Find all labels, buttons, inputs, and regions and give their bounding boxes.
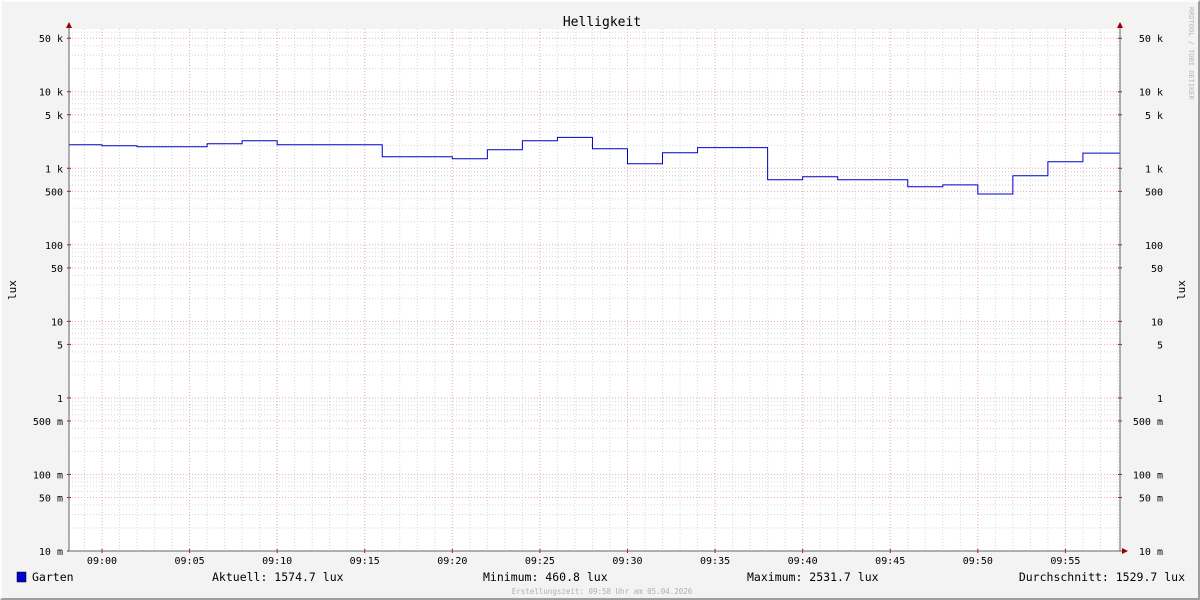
y-axis-arrow-left [66, 22, 72, 28]
y-tick-label-right: 1 [1157, 394, 1163, 405]
y-axis-label-left: lux [6, 280, 19, 300]
y-tick-label-right: 50 k [1139, 34, 1163, 45]
chart-title: Helligkeit [563, 15, 641, 30]
x-tick-label: 09:20 [437, 556, 467, 567]
legend-series-name: Garten [32, 570, 74, 584]
y-tick-label-left: 500 m [33, 417, 63, 428]
y-tick-label-left: 50 m [39, 493, 63, 504]
x-tick-label: 09:10 [262, 556, 292, 567]
y-tick-label-right: 100 m [1133, 470, 1163, 481]
legend-average: Durchschnitt: 1529.7 lux [1019, 570, 1185, 584]
y-tick-label-left: 10 k [39, 88, 63, 99]
x-tick-label: 09:40 [788, 556, 818, 567]
y-tick-label-left: 50 k [39, 34, 63, 45]
y-tick-label-left: 10 [51, 317, 63, 328]
legend-swatch [16, 571, 27, 583]
y-tick-label-left: 1 [57, 394, 63, 405]
y-tick-label-right: 10 m [1139, 547, 1163, 558]
x-tick-label: 09:50 [963, 556, 993, 567]
y-tick-label-left: 5 [57, 340, 63, 351]
x-tick-label: 09:15 [350, 556, 380, 567]
y-tick-label-right: 50 [1151, 264, 1163, 275]
y-tick-label-right: 5 k [1145, 111, 1163, 122]
x-tick-label: 09:25 [525, 556, 555, 567]
x-tick-label: 09:35 [700, 556, 730, 567]
y-tick-label-right: 1 k [1145, 164, 1163, 175]
y-tick-label-left: 100 m [33, 470, 63, 481]
legend-minimum: Minimum: 460.8 lux [483, 570, 608, 584]
x-tick-label: 09:30 [612, 556, 642, 567]
y-tick-label-right: 5 [1157, 340, 1163, 351]
x-tick-label: 09:00 [87, 556, 117, 567]
y-tick-label-right: 10 [1151, 317, 1163, 328]
y-axis-label-right: lux [1175, 280, 1188, 300]
y-axis-arrow-right [1117, 22, 1123, 28]
footer-timestamp: Erstellungszeit: 09:58 Uhr am 05.04.2026 [512, 587, 693, 596]
series-line-garten [69, 136, 1120, 195]
y-tick-label-right: 50 m [1139, 493, 1163, 504]
y-tick-label-left: 50 [51, 264, 63, 275]
x-tick-label: 09:45 [875, 556, 905, 567]
legend-maximum: Maximum: 2531.7 lux [747, 570, 879, 584]
x-axis-arrow [1122, 548, 1128, 554]
y-tick-label-right: 500 [1145, 187, 1163, 198]
legend-current: Aktuell: 1574.7 lux [212, 570, 344, 584]
x-tick-label: 09:55 [1050, 556, 1080, 567]
y-tick-label-right: 500 m [1133, 417, 1163, 428]
y-tick-label-left: 100 [45, 241, 63, 252]
y-tick-label-left: 1 k [45, 164, 63, 175]
y-tick-label-right: 100 [1145, 241, 1163, 252]
y-tick-label-left: 5 k [45, 111, 63, 122]
y-tick-label-left: 500 [45, 187, 63, 198]
y-tick-label-right: 10 k [1139, 88, 1163, 99]
watermark: RRDTOOL / TOBI OETIKER [1187, 7, 1195, 101]
plot-area [69, 29, 1120, 551]
y-tick-label-left: 10 m [39, 547, 63, 558]
x-tick-label: 09:05 [175, 556, 205, 567]
